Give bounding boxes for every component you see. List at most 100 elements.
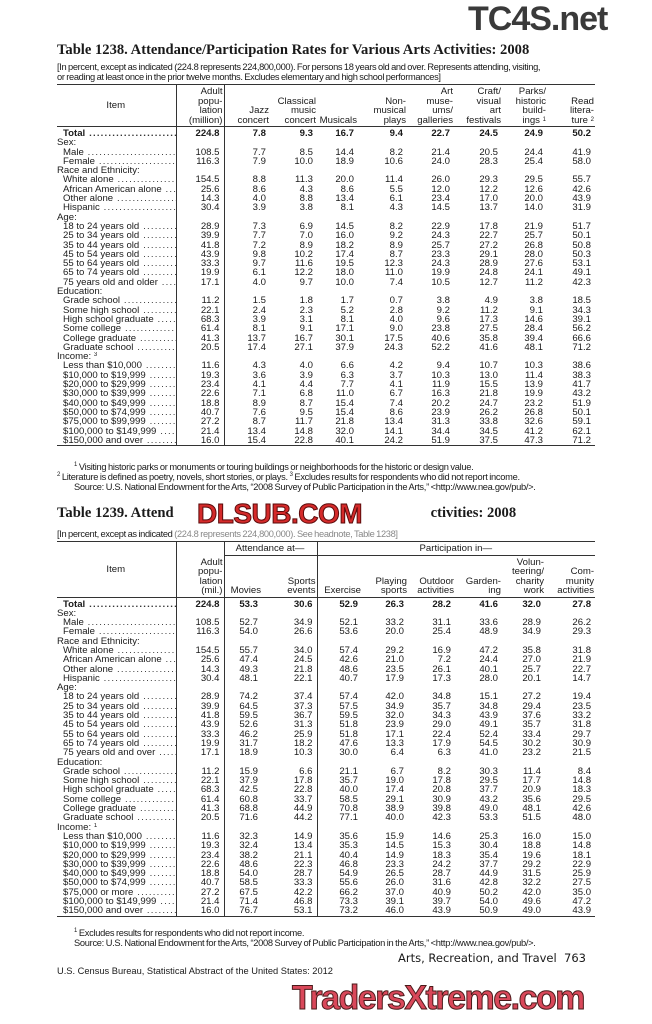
watermark-logo-dlsub: DLSUB.COM bbox=[196, 498, 363, 529]
cell-value: 116.3 bbox=[176, 156, 225, 166]
row-label-text: High school graduate bbox=[63, 314, 154, 325]
cell-value: 14.8 bbox=[294, 425, 313, 437]
dot-leader: .............................. bbox=[160, 426, 176, 436]
cell-value: 11.2 bbox=[176, 766, 225, 776]
cell-value: 20.2 bbox=[431, 397, 450, 409]
cell-value: 50.8 bbox=[572, 239, 591, 251]
row-label: 65 to 74 years old .....................… bbox=[57, 738, 177, 749]
cell-value: 34.5 bbox=[479, 425, 498, 437]
group-header-attendance: Attendance at— bbox=[224, 541, 318, 556]
cell-value: 35.6 bbox=[339, 830, 358, 842]
row-label: Graduate school ........................… bbox=[57, 813, 177, 823]
cell-value: 9.1 bbox=[529, 304, 543, 316]
cell-value: 40.1 bbox=[479, 663, 498, 675]
cell-value: 14.3 bbox=[176, 664, 225, 674]
header-line: art bbox=[489, 105, 501, 116]
cell-value: 37.7 bbox=[479, 784, 498, 796]
row-label-text: $100,000 to $149,999 bbox=[63, 426, 157, 436]
cell-value: 33.7 bbox=[262, 794, 318, 804]
cell-value: 108.5 bbox=[176, 618, 225, 628]
cell-value: 42.0 bbox=[385, 691, 404, 703]
cell-value: 8.6 bbox=[389, 406, 403, 418]
cell-value: 14.7 bbox=[572, 672, 592, 684]
cell-value: 22.7 bbox=[431, 128, 450, 139]
watermark-logo-tradersxtreme: TradersXtreme.com bbox=[292, 979, 587, 1017]
cell-value: 59.1 bbox=[572, 416, 591, 428]
cell-value: 34.0 bbox=[262, 646, 318, 655]
cell-value: 41.2 bbox=[524, 425, 543, 437]
cell-value: 8.9 bbox=[252, 397, 266, 409]
column-header: Com-munity activities bbox=[545, 555, 596, 598]
row-label: Graduate school ........................… bbox=[57, 342, 177, 353]
table-row: Hispanic ..............................3… bbox=[57, 202, 595, 214]
row-label: Male .............................. bbox=[57, 618, 177, 628]
cell-value: 10.3 bbox=[524, 360, 543, 372]
row-label-text: Female bbox=[63, 627, 95, 637]
row-label: $100,000 to $149,999 ...................… bbox=[57, 426, 177, 436]
cell-value: 15.4 bbox=[247, 434, 266, 446]
cell-value: 14.3 bbox=[176, 194, 225, 204]
cell-value: 20.1 bbox=[522, 672, 541, 684]
column-header: Outdoor activities bbox=[408, 555, 455, 598]
cell-value: 224.8 bbox=[176, 126, 225, 139]
header-line: plays bbox=[383, 114, 406, 126]
row-label: $100,000 to $149,999 ...................… bbox=[57, 897, 177, 907]
cell-value: 22.8 bbox=[262, 785, 318, 795]
cell-value: 40.7 bbox=[339, 672, 358, 684]
cell-value: 55.7 bbox=[239, 644, 258, 656]
row-label-text: $150,000 and over bbox=[63, 906, 144, 916]
cell-value: 17.5 bbox=[384, 332, 403, 344]
cell-value: 9.0 bbox=[389, 323, 403, 335]
table-row: High school graduate ...................… bbox=[57, 784, 595, 796]
cell-value: 51.9 bbox=[572, 397, 591, 409]
table-row: Female ..............................116… bbox=[57, 156, 595, 166]
cell-value: 23.2 bbox=[524, 397, 543, 409]
table-row: Hispanic ..............................3… bbox=[57, 672, 595, 684]
table-row: $100,000 to $149,999 ...................… bbox=[57, 897, 595, 906]
header-line: munity bbox=[565, 575, 595, 587]
dot-leader: .............................. bbox=[137, 887, 175, 897]
table-row: 65 to 74 years old .....................… bbox=[57, 738, 595, 749]
cell-value: 9.2 bbox=[436, 304, 450, 316]
group-row: Age: bbox=[57, 212, 595, 222]
cell-value: 18.8 bbox=[522, 840, 541, 852]
table-row: Less than $10,000 ......................… bbox=[57, 830, 595, 842]
row-label-text: $10,000 to $19,999 bbox=[63, 841, 146, 851]
cell-value: 11.4 bbox=[385, 174, 403, 186]
cell-value: 43.9 bbox=[176, 249, 225, 259]
cell-value: 43.9 bbox=[432, 905, 451, 917]
cell-value: 51.8 bbox=[339, 728, 358, 740]
cell-value: 43.9 bbox=[479, 710, 498, 722]
cell-value: 47.2 bbox=[479, 644, 498, 656]
dot-leader: .............................. bbox=[137, 342, 175, 353]
cell-value: 4.9 bbox=[484, 295, 498, 307]
table-row: College graduate .......................… bbox=[57, 804, 595, 813]
dot-leader: .............................. bbox=[143, 221, 175, 232]
cell-value: 40.0 bbox=[385, 812, 404, 824]
cell-value: 4.0 bbox=[389, 313, 403, 325]
cell-value bbox=[262, 757, 318, 767]
cell-value: 8.1 bbox=[340, 202, 354, 214]
cell-value: 6.9 bbox=[299, 220, 313, 232]
cell-value: 39.9 bbox=[176, 231, 225, 241]
cell-value: 33.4 bbox=[522, 728, 541, 740]
table-row: Male ..............................108.5… bbox=[57, 618, 595, 628]
footnote-marker: 1 bbox=[74, 928, 78, 934]
row-label-text: White alone bbox=[63, 175, 114, 185]
cell-value: 8.2 bbox=[389, 220, 403, 232]
row-label: African American alone .................… bbox=[57, 184, 177, 195]
header-line: Read bbox=[571, 95, 594, 107]
cell-value: 40.1 bbox=[335, 434, 354, 446]
header-line: festivals bbox=[466, 114, 501, 126]
cell-value: 18.2 bbox=[335, 239, 354, 251]
cell-value: 32.0 bbox=[522, 598, 541, 610]
table-row: High school graduate ...................… bbox=[57, 313, 595, 325]
cell-value: 42.2 bbox=[262, 887, 318, 897]
cell-value: 21.1 bbox=[339, 765, 358, 777]
cell-value: 6.7 bbox=[390, 765, 404, 777]
cell-value: 47.2 bbox=[572, 896, 592, 907]
cell-value: 23.9 bbox=[431, 406, 450, 418]
row-label-text: 55 to 64 years old bbox=[63, 729, 140, 739]
cell-value: 9.7 bbox=[252, 258, 266, 270]
row-label: Less than $10,000 ......................… bbox=[57, 361, 177, 371]
